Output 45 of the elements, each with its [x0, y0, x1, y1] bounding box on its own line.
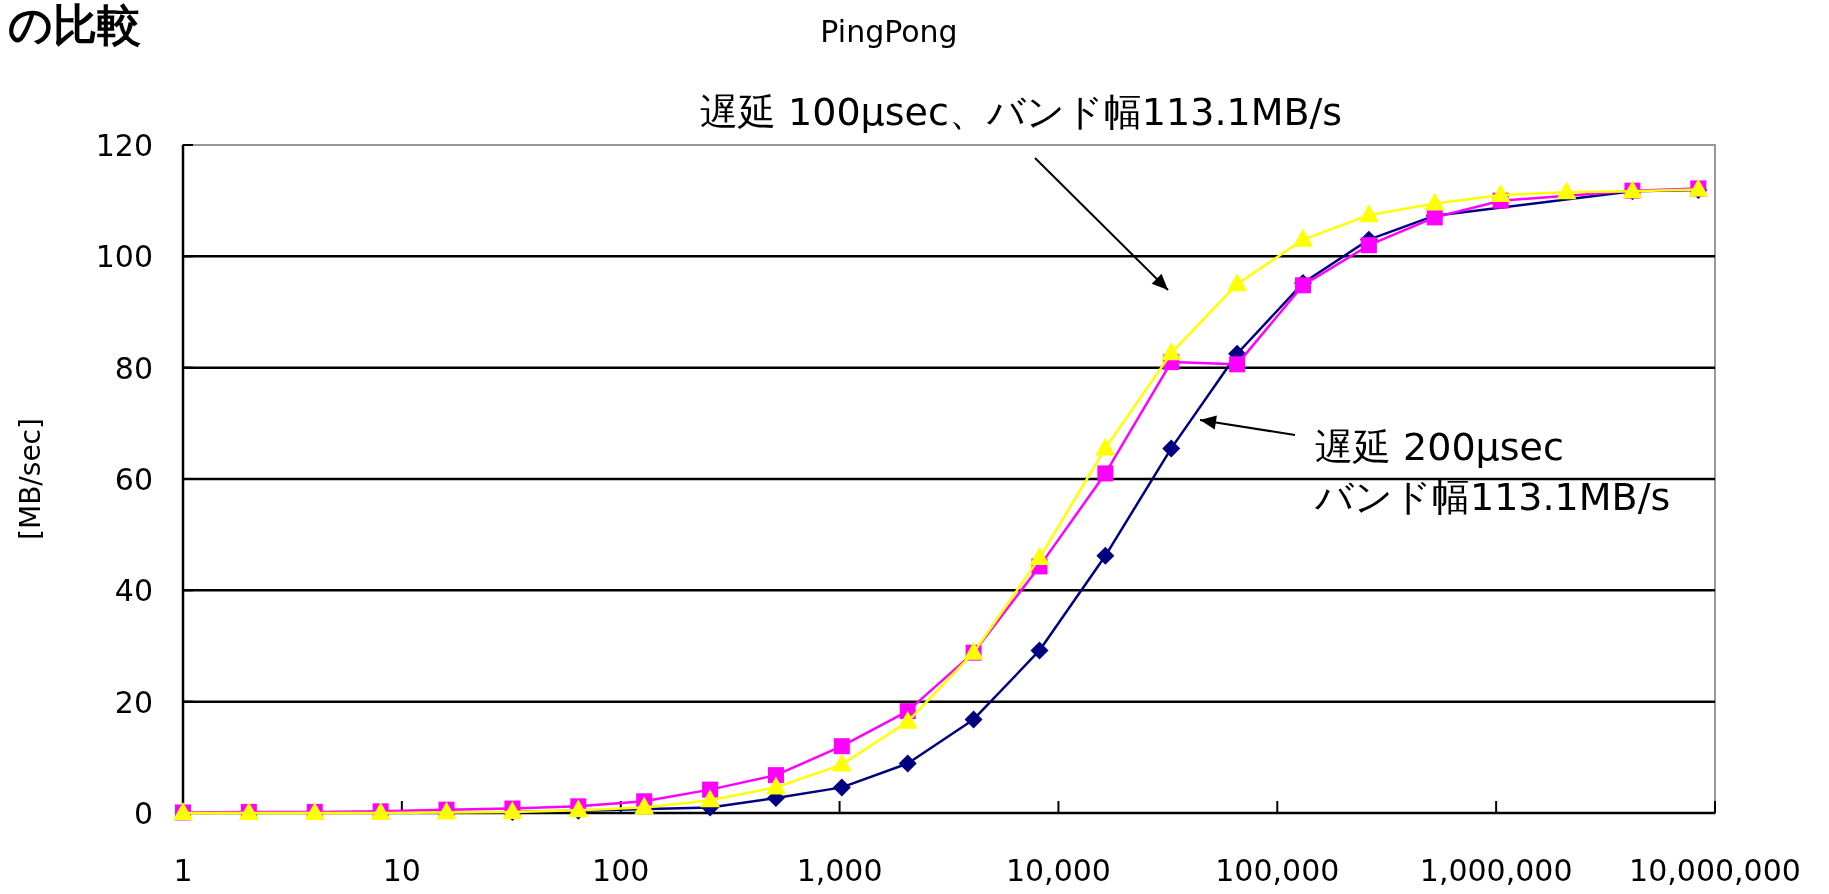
point — [1358, 204, 1379, 223]
point — [765, 776, 786, 795]
point — [1490, 184, 1511, 203]
y-tick-label: 60 — [114, 462, 153, 497]
x-tick-label: 10,000,000 — [1629, 853, 1801, 888]
point — [1162, 439, 1181, 458]
point — [1161, 342, 1182, 361]
x-tick-label: 100 — [592, 853, 650, 888]
point — [832, 778, 851, 797]
point — [1095, 437, 1116, 456]
x-tick-label: 100,000 — [1215, 853, 1340, 888]
point — [1096, 546, 1115, 565]
x-tick-label: 1,000,000 — [1419, 853, 1573, 888]
point — [1229, 356, 1246, 373]
y-axis-title: [MB/sec] — [14, 418, 47, 540]
point — [964, 710, 983, 729]
y-tick-label: 0 — [133, 796, 153, 831]
point — [1556, 181, 1577, 200]
point — [833, 738, 850, 755]
point — [1227, 273, 1248, 292]
y-tick-label: 20 — [114, 684, 153, 720]
y-tick-label: 80 — [114, 350, 153, 386]
x-tick-label: 10,000 — [1005, 853, 1111, 888]
point — [634, 796, 655, 815]
annotation: 遅延 200μsec バンド幅113.1MB/s — [1314, 425, 1671, 519]
chart-title: PingPong — [820, 14, 958, 49]
point — [700, 789, 721, 808]
x-tick-label: 10 — [382, 853, 421, 888]
x-tick-label: 1 — [173, 853, 193, 888]
y-tick-label: 120 — [95, 128, 153, 163]
point — [1293, 228, 1313, 247]
point — [897, 710, 918, 729]
text: 遅延 100μsec、バンド幅113.1MB/s — [700, 90, 1343, 134]
point — [831, 753, 852, 772]
point — [1029, 547, 1050, 566]
point — [898, 754, 917, 773]
point — [1424, 192, 1445, 211]
point — [1360, 237, 1377, 254]
x-tick-label: 1,000 — [796, 853, 883, 888]
y-tick-label: 40 — [114, 573, 153, 609]
point — [767, 767, 784, 784]
point — [1097, 465, 1114, 482]
point — [1030, 641, 1049, 660]
y-tick-label: 100 — [95, 239, 153, 275]
text: の比較 — [8, 0, 141, 50]
